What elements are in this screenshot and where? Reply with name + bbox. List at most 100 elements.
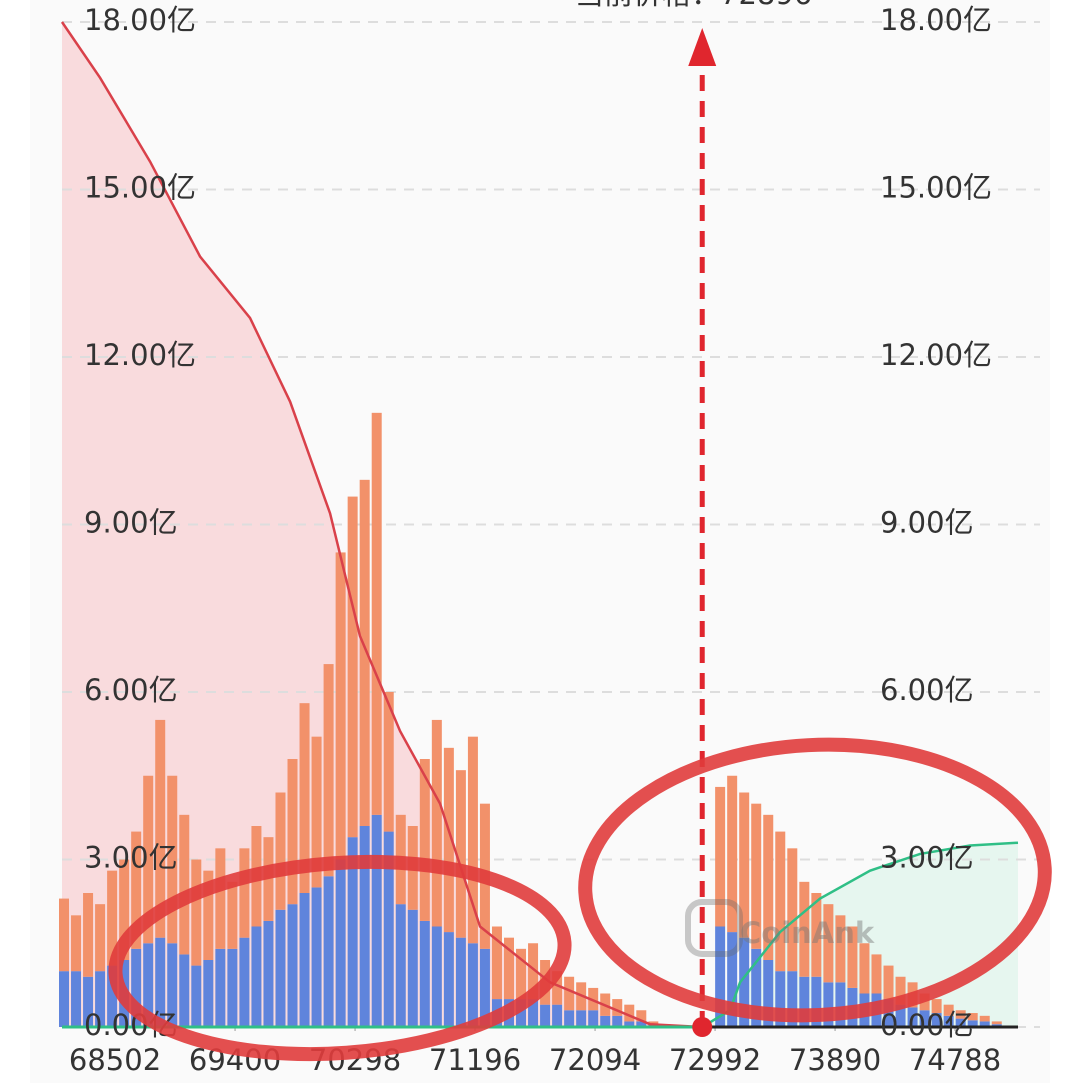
bar-segment: [540, 1004, 551, 1027]
bar-segment: [943, 1004, 954, 1016]
bar-segment: [979, 1015, 990, 1022]
bar-segment: [552, 971, 563, 1005]
bar-segment: [727, 932, 738, 1027]
bar-segment: [636, 1021, 647, 1027]
x-tick-label: 74788: [909, 1043, 1001, 1077]
bar-segment: [811, 976, 822, 1027]
bar-segment: [371, 412, 382, 815]
bar-segment: [179, 954, 190, 1027]
bar-segment: [263, 920, 274, 1027]
bar-segment: [576, 1010, 587, 1027]
bar-segment: [763, 814, 774, 960]
bar-segment: [467, 943, 478, 1027]
bar-segment: [528, 943, 539, 1000]
bar-segment: [715, 786, 726, 927]
y2-tick-label: 6.00亿: [880, 673, 974, 707]
bar-segment: [239, 848, 250, 938]
bar-segment: [107, 870, 118, 966]
bar-segment: [263, 837, 274, 921]
bar-segment: [419, 759, 430, 921]
bar-segment: [347, 837, 358, 1027]
bar-segment: [811, 893, 822, 977]
x-tick-label: 71196: [429, 1043, 521, 1077]
bar-segment: [179, 814, 190, 955]
bar-segment: [943, 1015, 954, 1027]
x-tick-label: 68502: [69, 1043, 161, 1077]
bar-segment: [955, 1010, 966, 1019]
hand-drawn-circle: [578, 737, 1052, 1023]
watermark: CoinAnk: [740, 916, 875, 950]
bar-segment: [503, 937, 514, 1000]
bar-segment: [883, 999, 894, 1027]
bar-segment: [739, 792, 750, 938]
bar-segment: [919, 1010, 930, 1027]
bar-segment: [287, 904, 298, 1027]
bar-segment: [455, 937, 466, 1027]
bar-segment: [588, 1010, 599, 1027]
bar-segment: [775, 971, 786, 1027]
bar-segment: [835, 982, 846, 1027]
bar-segment: [991, 1021, 1002, 1025]
bar-segment: [636, 1010, 647, 1022]
bar-segment: [491, 926, 502, 1000]
bar-segment: [83, 976, 94, 1027]
bar-segment: [287, 759, 298, 905]
bar-segment: [624, 1004, 635, 1022]
x-tick-label: 72094: [549, 1043, 641, 1077]
bar-segment: [335, 859, 346, 1027]
watermark-logo: [685, 899, 743, 957]
bar-segment: [443, 932, 454, 1027]
y-tick-label: 3.00亿: [84, 841, 178, 875]
y-tick-label: 12.00亿: [84, 338, 196, 372]
bar-segment: [516, 948, 527, 1000]
bar-segment: [739, 937, 750, 1027]
bar-segment: [71, 971, 82, 1027]
bar-segment: [227, 881, 238, 949]
bar-segment: [552, 1004, 563, 1027]
bar-segment: [167, 775, 178, 944]
bar-segment: [323, 876, 334, 1027]
bar-segment: [371, 814, 382, 1027]
bar-segment: [883, 965, 894, 1000]
bar-segment: [787, 971, 798, 1027]
bar-segment: [83, 893, 94, 977]
bar-segment: [895, 1004, 906, 1027]
bar-segment: [383, 692, 394, 832]
x-tick-label: 73890: [789, 1043, 881, 1077]
bar-segment: [347, 496, 358, 838]
y-tick-label: 18.00亿: [84, 3, 196, 37]
cumulative-area: [62, 22, 703, 1027]
y2-tick-label: 18.00亿: [880, 3, 992, 37]
bar-segment: [600, 1015, 611, 1027]
bar-segment: [715, 926, 726, 1027]
current-price-label: 当前价格：72896: [575, 0, 812, 11]
y-tick-label: 6.00亿: [84, 673, 178, 707]
bar-segment: [95, 971, 106, 1027]
y-tick-label: 15.00亿: [84, 171, 196, 205]
bar-segment: [311, 736, 322, 888]
bar-segment: [155, 719, 166, 938]
bar-segment: [419, 920, 430, 1027]
bar-segment: [359, 826, 370, 1027]
bar-segment: [107, 965, 118, 1027]
bar-segment: [612, 999, 623, 1016]
bar-segment: [239, 937, 250, 1027]
bar-segment: [455, 770, 466, 938]
bar-segment: [624, 1021, 635, 1027]
bar-segment: [931, 1013, 942, 1027]
bar-segment: [275, 909, 286, 1027]
y2-tick-label: 9.00亿: [880, 506, 974, 540]
bar-segment: [215, 848, 226, 949]
bar-segment: [564, 976, 575, 1011]
bar-segment: [323, 664, 334, 877]
bar-segment: [119, 859, 130, 960]
bar-segment: [467, 736, 478, 944]
bar-segment: [359, 479, 370, 826]
bar-segment: [191, 965, 202, 1027]
bar-segment: [191, 859, 202, 966]
cumulative-line: [701, 841, 1019, 1029]
bar-segment: [143, 943, 154, 1027]
bar-segment: [203, 960, 214, 1027]
bar-segment: [275, 792, 286, 910]
